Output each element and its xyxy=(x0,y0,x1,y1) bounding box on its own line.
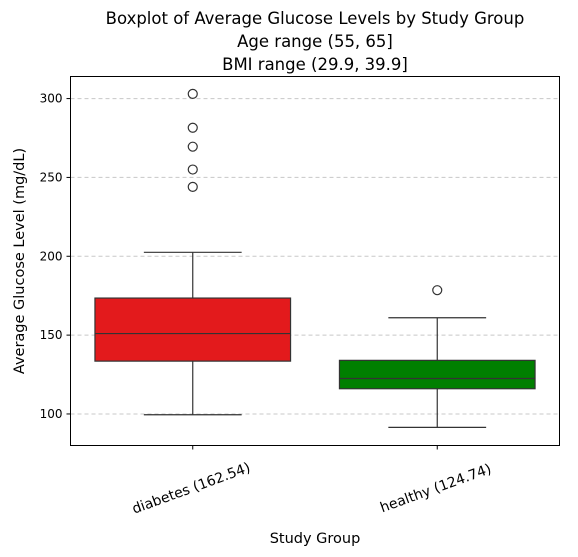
y-tick-label: 100 xyxy=(40,407,63,421)
iqr-box xyxy=(94,297,292,362)
chart-title-line-1: Boxplot of Average Glucose Levels by Stu… xyxy=(106,9,525,28)
outlier-point xyxy=(187,122,198,133)
chart-title-line-3: BMI range (29.9, 39.9] xyxy=(222,55,408,74)
y-gridlines xyxy=(70,98,560,415)
x-tick-label: healthy (124.74) xyxy=(378,461,493,516)
y-axis-label: Average Glucose Level (mg/dL) xyxy=(12,148,28,374)
outlier-point xyxy=(187,88,198,99)
outlier-point xyxy=(432,285,443,296)
iqr-box xyxy=(338,359,536,390)
y-tick-label: 200 xyxy=(40,249,63,263)
y-tick-label: 250 xyxy=(40,170,63,184)
y-tick-label: 300 xyxy=(40,92,63,106)
outlier-point xyxy=(187,164,198,175)
chart-title-line-2: Age range (55, 65] xyxy=(237,32,393,51)
outlier-point xyxy=(187,181,198,192)
x-axis-ticks: diabetes (162.54) healthy (124.74) xyxy=(130,445,494,518)
box-group xyxy=(94,88,536,428)
outlier-point xyxy=(187,141,198,152)
y-tick-label: 150 xyxy=(40,328,63,342)
plot-area-frame xyxy=(70,76,560,446)
x-tick-label: diabetes (162.54) xyxy=(130,460,253,518)
x-axis-label: Study Group xyxy=(270,531,361,547)
chart-title: Boxplot of Average Glucose Levels by Stu… xyxy=(106,9,525,74)
y-axis-ticks: 100 150 200 250 300 xyxy=(40,92,71,421)
